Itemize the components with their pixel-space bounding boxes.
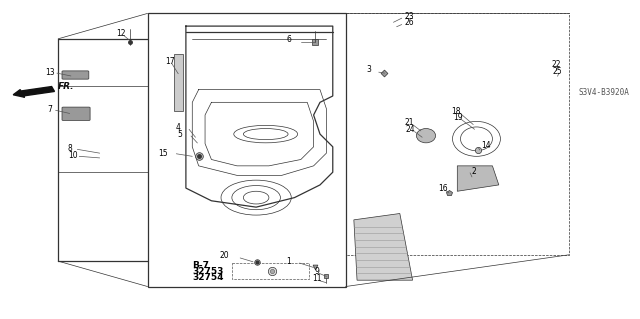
Text: 15: 15 (158, 149, 168, 158)
Text: FR.: FR. (58, 82, 75, 91)
Text: 11: 11 (312, 274, 321, 283)
Text: 18: 18 (452, 107, 461, 116)
Text: 16: 16 (438, 184, 448, 193)
Text: 13: 13 (45, 68, 55, 77)
Text: B-7: B-7 (192, 261, 209, 271)
Text: 3: 3 (366, 65, 371, 74)
Text: 32754: 32754 (192, 272, 224, 281)
FancyBboxPatch shape (173, 54, 182, 111)
Text: 23: 23 (404, 12, 414, 21)
Text: 4: 4 (176, 123, 180, 132)
Text: 9: 9 (314, 267, 319, 276)
Polygon shape (458, 166, 499, 191)
FancyBboxPatch shape (62, 107, 90, 121)
Text: 12: 12 (116, 29, 125, 38)
Text: 20: 20 (220, 251, 229, 260)
Polygon shape (354, 213, 413, 280)
Text: 14: 14 (481, 141, 490, 150)
Text: 22: 22 (551, 60, 561, 69)
Text: 25: 25 (552, 67, 562, 76)
Text: 5: 5 (177, 130, 182, 139)
FancyArrow shape (13, 86, 54, 97)
Text: S3V4-B3920A: S3V4-B3920A (579, 88, 630, 97)
FancyBboxPatch shape (62, 71, 89, 79)
Text: 32753: 32753 (192, 267, 223, 276)
Text: 10: 10 (68, 151, 77, 160)
Text: 7: 7 (47, 105, 52, 114)
Text: 1: 1 (287, 257, 291, 266)
Text: 21: 21 (404, 118, 414, 128)
Text: 8: 8 (68, 144, 72, 153)
Text: 2: 2 (472, 167, 477, 176)
Text: 17: 17 (166, 57, 175, 66)
Text: 26: 26 (404, 19, 414, 27)
Ellipse shape (417, 129, 436, 143)
Text: 6: 6 (286, 35, 291, 44)
Text: 24: 24 (406, 125, 415, 135)
Text: 19: 19 (453, 113, 463, 122)
